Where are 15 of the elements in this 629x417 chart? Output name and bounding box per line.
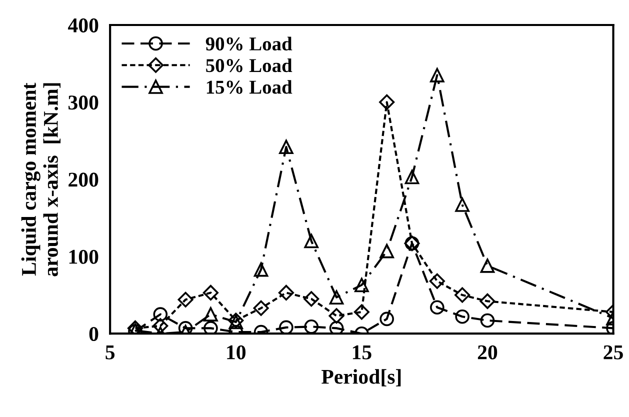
legend-label: 50% Load: [206, 58, 292, 72]
x-tick-label: 10: [227, 345, 246, 360]
y-tick-label: 0: [89, 326, 98, 342]
x-tick-label: 25: [604, 345, 623, 360]
legend-label: 90% Load: [206, 36, 292, 51]
y-tick-label: 200: [68, 172, 98, 187]
x-tick-label: 20: [478, 345, 498, 360]
x-tick-label: 15: [352, 345, 372, 360]
y-axis-title: Liquid cargo moment around x-axis [kN.m]: [21, 82, 61, 276]
y-tick-label: 100: [69, 250, 98, 264]
x-tick-label: 5: [106, 346, 115, 360]
y-tick-label: 400: [68, 18, 98, 32]
legend-label: 15% Load: [206, 80, 292, 94]
x-axis-title: Period[s]: [322, 369, 401, 386]
y-tick-label: 300: [68, 96, 98, 110]
